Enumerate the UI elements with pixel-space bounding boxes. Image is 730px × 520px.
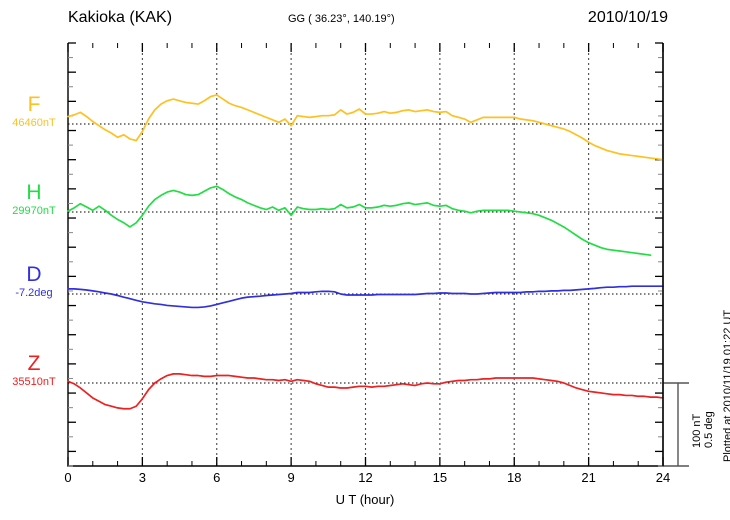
x-tick-label-15: 15 <box>432 470 448 485</box>
component-value-d: -7.2deg <box>15 287 53 299</box>
component-label-d: D -7.2deg <box>4 264 64 299</box>
component-traces <box>67 94 664 410</box>
component-baselines <box>68 123 663 384</box>
component-letter-h: H <box>26 181 42 204</box>
component-label-h: H 29970nT <box>4 182 64 217</box>
station-coordinates: GG ( 36.23°, 140.19°) <box>288 13 395 25</box>
x-tick-label-21: 21 <box>581 470 596 485</box>
component-value-f: 46460nT <box>12 117 56 129</box>
x-tick-label-18: 18 <box>507 470 522 485</box>
component-letter-d: D <box>26 263 42 286</box>
x-tick-label-9: 9 <box>287 470 295 485</box>
component-label-f: F 46460nT <box>4 94 64 129</box>
observation-date: 2010/10/19 <box>587 9 668 26</box>
station-title: Kakioka (KAK) <box>68 9 173 26</box>
x-tick-label-3: 3 <box>138 470 146 485</box>
x-axis-title: U T (hour) <box>335 492 395 507</box>
x-tick-label-24: 24 <box>655 470 671 485</box>
component-label-z: Z 35510nT <box>4 353 64 388</box>
x-tick-label-6: 6 <box>213 470 221 485</box>
component-letter-z: Z <box>27 352 41 375</box>
plotted-at-timestamp: Plotted at 2010/11/19 01:22 UT <box>722 309 730 462</box>
component-letter-f: F <box>27 93 41 116</box>
grid-lines <box>141 43 590 466</box>
scale-bar-deg: 0.5 deg <box>702 411 715 448</box>
component-value-h: 29970nT <box>12 205 56 217</box>
scale-bar <box>662 43 689 467</box>
scale-bar-nt: 100 nT <box>691 413 703 448</box>
x-tick-label-12: 12 <box>358 470 373 485</box>
x-tick-label-0: 0 <box>64 470 72 485</box>
component-value-z: 35510nT <box>12 376 56 388</box>
scale-bar-caption: 100 nT 0.5 deg <box>691 411 715 448</box>
